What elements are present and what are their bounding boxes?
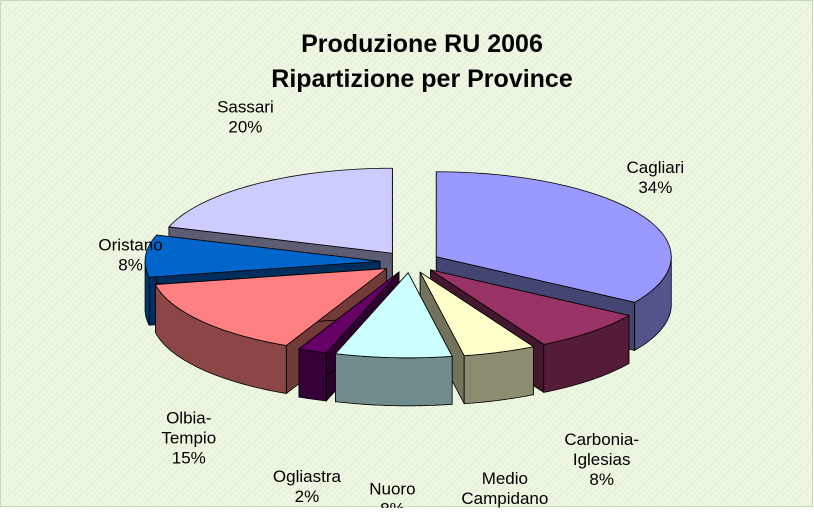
category-label: Nuoro xyxy=(369,480,415,499)
category-label: Olbia-Tempio xyxy=(161,408,216,447)
slice xyxy=(419,271,535,357)
slice-side xyxy=(298,348,327,402)
value-label: 20% xyxy=(228,117,262,136)
category-label: Oristano xyxy=(98,235,162,254)
value-label: 8% xyxy=(118,255,143,274)
category-label: Cagliari xyxy=(627,158,685,177)
value-label: 8% xyxy=(380,500,405,508)
value-label: 8% xyxy=(589,470,614,489)
slice-side xyxy=(335,353,453,407)
value-label: 2% xyxy=(295,487,320,506)
category-label: Ogliastra xyxy=(273,467,342,486)
slice xyxy=(334,272,453,359)
slice xyxy=(154,268,388,346)
slice xyxy=(168,167,393,254)
category-label: Sassari xyxy=(217,97,274,116)
value-label: 15% xyxy=(172,448,206,467)
slice xyxy=(430,269,631,345)
chart-title: Produzione RU 2006 xyxy=(301,30,543,58)
pie xyxy=(144,167,672,407)
slice xyxy=(144,234,381,278)
slice xyxy=(297,271,400,354)
category-label: Medio Campidano xyxy=(461,469,548,508)
slice xyxy=(435,171,672,303)
category-label: Carbonia-Iglesias xyxy=(564,430,639,469)
chart-subtitle: Ripartizione per Province xyxy=(271,65,573,93)
value-label: 34% xyxy=(638,178,672,197)
